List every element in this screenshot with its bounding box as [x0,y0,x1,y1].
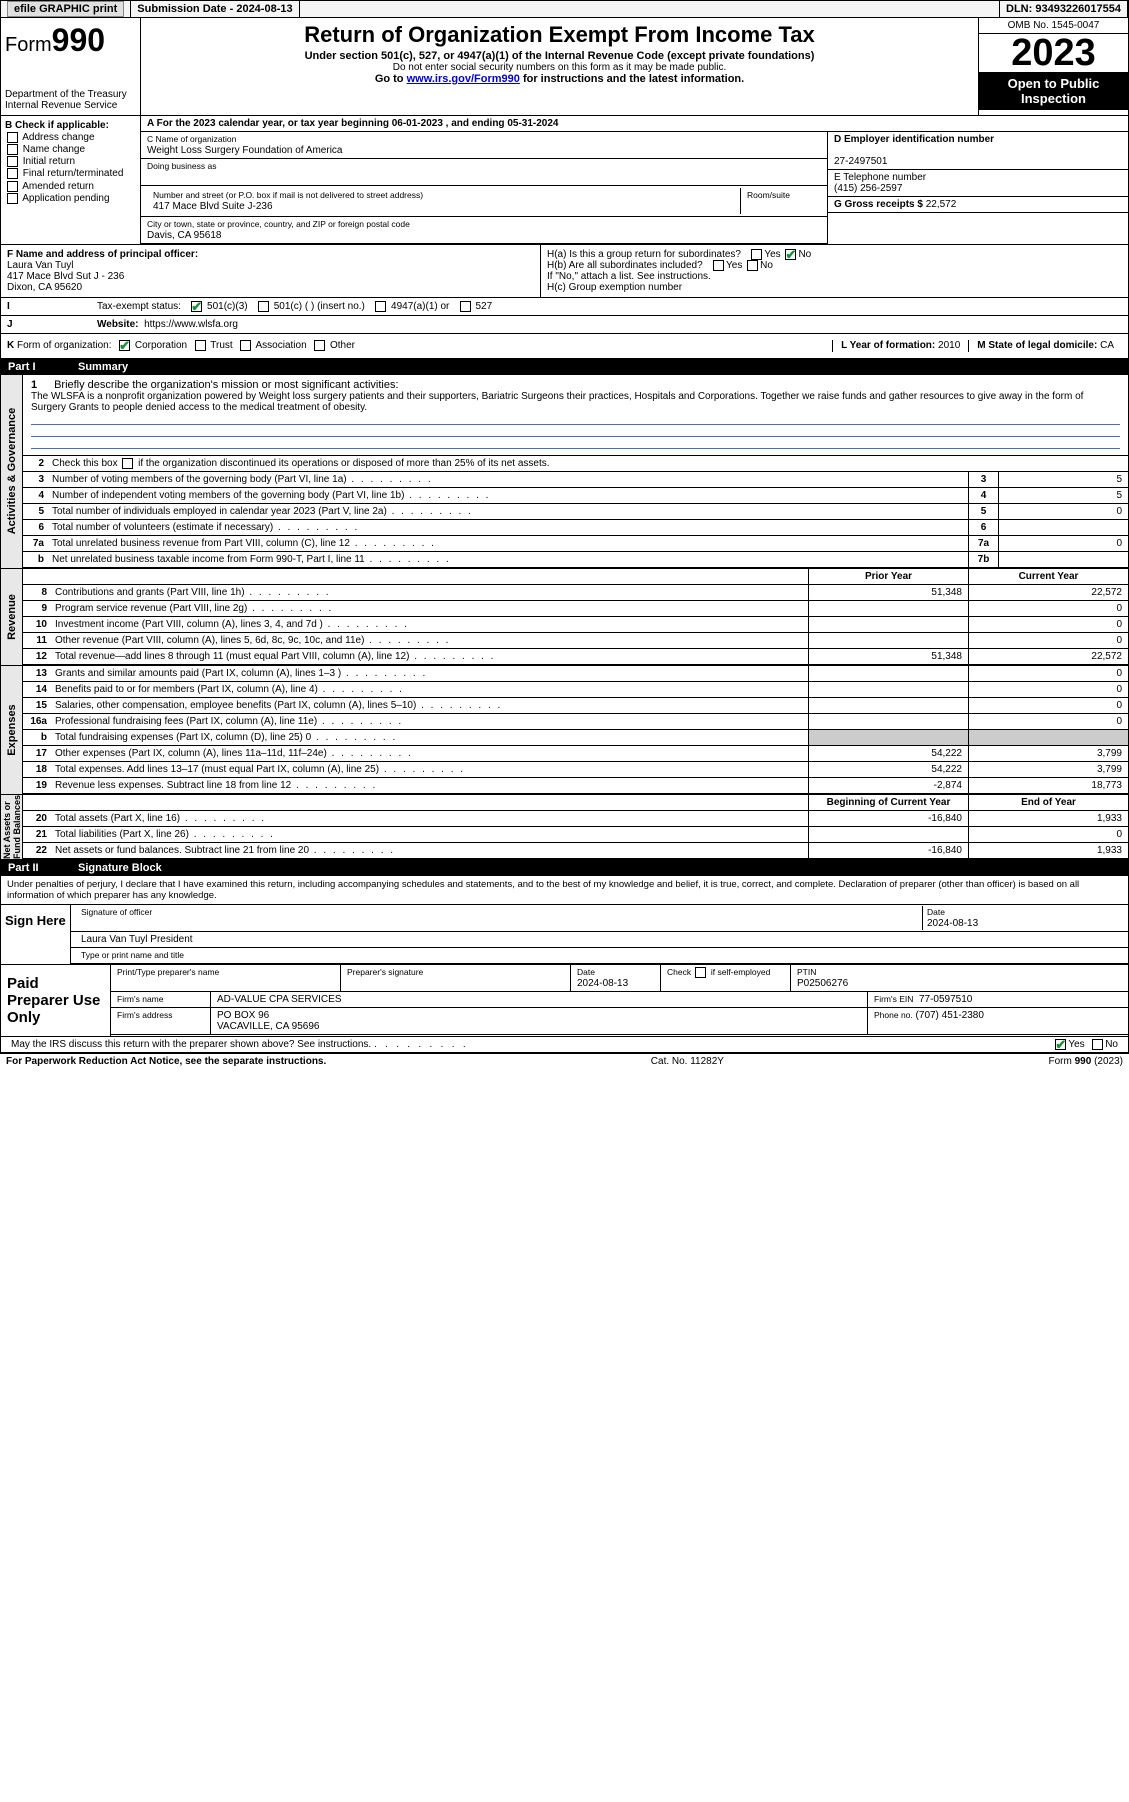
data-row: 16aProfessional fundraising fees (Part I… [23,714,1128,730]
data-row: 13Grants and similar amounts paid (Part … [23,666,1128,682]
submission-date: Submission Date - 2024-08-13 [131,1,299,17]
mission-row: 1 Briefly describe the organization's mi… [23,375,1128,456]
vlabel-netassets: Net Assets orFund Balances [2,795,22,859]
data-row: 9Program service revenue (Part VIII, lin… [23,601,1128,617]
dept-treasury: Department of the Treasury [5,89,136,100]
form-header: Form990 Department of the Treasury Inter… [0,18,1129,116]
chk-amended[interactable]: Amended return [5,181,136,192]
data-row: 17Other expenses (Part IX, column (A), l… [23,746,1128,762]
form-number: Form990 [5,22,136,59]
phone-box: E Telephone number(415) 256-2597 [828,170,1128,197]
sign-here-label: Sign Here [1,905,71,964]
gov-row: 3Number of voting members of the governi… [23,472,1128,488]
org-name-box: C Name of organizationWeight Loss Surger… [141,132,827,159]
dln: DLN: 93493226017554 [999,1,1128,17]
city-box: City or town, state or province, country… [141,217,827,244]
data-row: 14Benefits paid to or for members (Part … [23,682,1128,698]
signature-block: Under penalties of perjury, I declare th… [0,876,1129,1054]
vlabel-governance: Activities & Governance [6,408,18,535]
efile-label: efile GRAPHIC print [1,1,131,17]
part2-header: Part II Signature Block [0,860,1129,876]
dba-box: Doing business as [141,159,827,186]
form-title: Return of Organization Exempt From Incom… [145,22,974,48]
data-row: 22Net assets or fund balances. Subtract … [23,843,1128,859]
chk-pending[interactable]: Application pending [5,193,136,204]
data-row: 15Salaries, other compensation, employee… [23,698,1128,714]
h-b-note: If "No," attach a list. See instructions… [547,271,1122,282]
discuss-irs: May the IRS discuss this return with the… [7,1038,1049,1051]
goto-link-row: Go to www.irs.gov/Form990 for instructio… [145,73,974,85]
data-row: 12Total revenue—add lines 8 through 11 (… [23,649,1128,665]
irs-link[interactable]: www.irs.gov/Form990 [407,73,520,85]
governance-block: Activities & Governance 1 Briefly descri… [0,375,1129,569]
section-f-h: F Name and address of principal officer:… [0,245,1129,298]
section-a: B Check if applicable: Address change Na… [0,116,1129,245]
paid-preparer-label: Paid Preparer Use Only [1,965,111,1036]
form-subtitle: Under section 501(c), 527, or 4947(a)(1)… [145,50,974,62]
ssn-note: Do not enter social security numbers on … [145,62,974,73]
data-row: bTotal fundraising expenses (Part IX, co… [23,730,1128,746]
data-row: 8Contributions and grants (Part VIII, li… [23,585,1128,601]
b-label: B Check if applicable: [5,120,136,131]
vlabel-expenses: Expenses [6,704,18,755]
row-j: J Website: https://www.wlsfa.org [0,316,1129,334]
chk-initial-return[interactable]: Initial return [5,156,136,167]
data-row: 11Other revenue (Part VIII, column (A), … [23,633,1128,649]
address-row: Number and street (or P.O. box if mail i… [141,186,827,217]
tax-year-range: A For the 2023 calendar year, or tax yea… [141,116,1128,132]
data-row: 10Investment income (Part VIII, column (… [23,617,1128,633]
part1-header: Part I Summary [0,359,1129,375]
tax-year: 2023 [979,34,1128,72]
irs-label: Internal Revenue Service [5,100,136,111]
h-b: H(b) Are all subordinates included? Yes … [547,260,1122,271]
gov-row: 6Total number of volunteers (estimate if… [23,520,1128,536]
gov-row: 4Number of independent voting members of… [23,488,1128,504]
gross-receipts: G Gross receipts $ 22,572 [828,197,1128,213]
row-i: I Tax-exempt status: 501(c)(3) 501(c) ( … [0,298,1129,316]
row-k: K Form of organization: Corporation Trus… [0,334,1129,358]
open-inspection: Open to PublicInspection [979,72,1128,110]
data-row: 20Total assets (Part X, line 16)-16,8401… [23,811,1128,827]
vlabel-revenue: Revenue [6,594,18,640]
data-row: 19Revenue less expenses. Subtract line 1… [23,778,1128,794]
chk-name-change[interactable]: Name change [5,144,136,155]
gov-row: 7aTotal unrelated business revenue from … [23,536,1128,552]
gov-row: bNet unrelated business taxable income f… [23,552,1128,568]
data-row: 18Total expenses. Add lines 13–17 (must … [23,762,1128,778]
chk-address-change[interactable]: Address change [5,132,136,143]
ein-box: D Employer identification number27-24975… [828,132,1128,170]
h-c: H(c) Group exemption number [547,282,1122,293]
chk-final-return[interactable]: Final return/terminated [5,168,136,179]
revenue-block: Revenue Prior YearCurrent Year 8Contribu… [0,569,1129,666]
h-a: H(a) Is this a group return for subordin… [547,249,1122,260]
topbar: efile GRAPHIC print Submission Date - 20… [0,0,1129,18]
page-footer: For Paperwork Reduction Act Notice, see … [0,1054,1129,1069]
netassets-block: Net Assets orFund Balances Beginning of … [0,795,1129,860]
gov-row: 5Total number of individuals employed in… [23,504,1128,520]
expenses-block: Expenses 13Grants and similar amounts pa… [0,666,1129,795]
data-row: 21Total liabilities (Part X, line 26)0 [23,827,1128,843]
line-2: 2 Check this box if the organization dis… [23,456,1128,472]
